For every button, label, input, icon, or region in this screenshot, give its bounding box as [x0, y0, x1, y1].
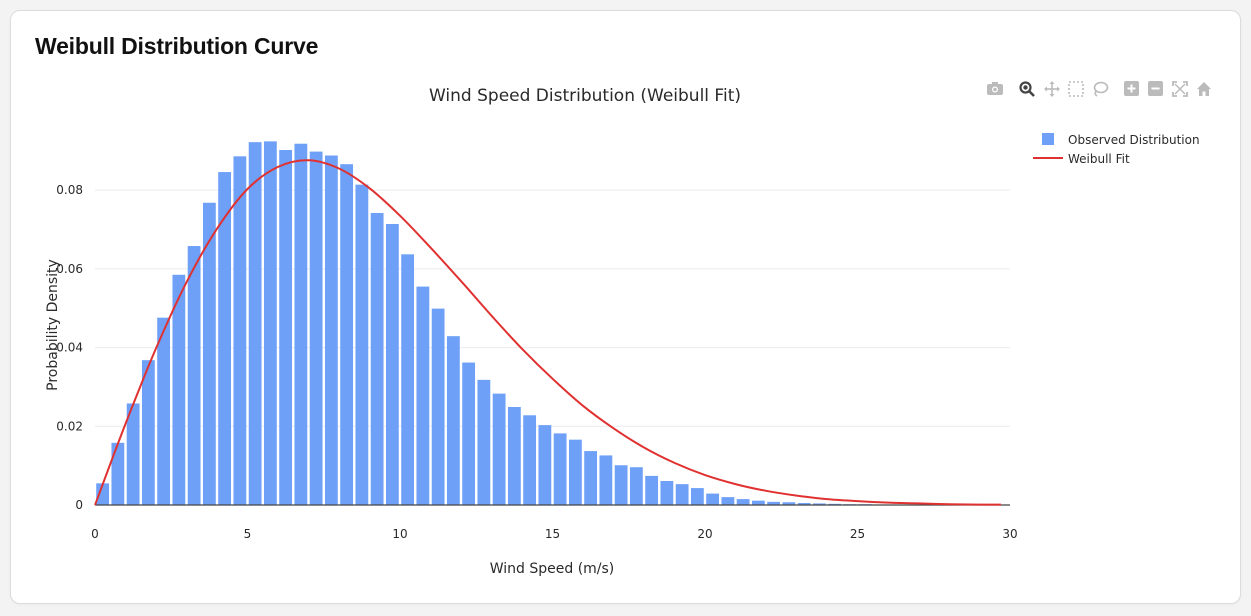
box-select-icon[interactable]: Box Select [1068, 81, 1084, 97]
histogram-bar[interactable] [538, 425, 552, 505]
histogram-bar[interactable] [294, 143, 308, 505]
histogram-bar[interactable] [721, 497, 735, 505]
histogram-bar[interactable] [675, 484, 689, 505]
legend-label-observed: Observed Distribution [1068, 133, 1200, 147]
weibull-fit-series[interactable] [94, 159, 1001, 506]
histogram-bar[interactable] [645, 475, 659, 505]
histogram-bar[interactable] [797, 503, 811, 505]
histogram-bar[interactable] [111, 442, 125, 505]
histogram-bar[interactable] [96, 483, 110, 505]
histogram-bar[interactable] [690, 488, 704, 505]
histogram-bar[interactable] [141, 360, 155, 505]
x-axis-label: Wind Speed (m/s) [490, 561, 615, 577]
grid-lines [95, 189, 1010, 427]
histogram-bar[interactable] [126, 403, 140, 505]
histogram-bar[interactable] [401, 254, 415, 505]
chart-svg[interactable]: 0 0.02 0.04 0.06 0.08 0 5 10 15 20 25 30 Wind Speed… [11, 11, 1240, 603]
x-tick-label: 0 [91, 527, 99, 541]
histogram-bar[interactable] [370, 212, 384, 505]
lasso-select-icon[interactable]: Lasso Select [1093, 81, 1109, 97]
y-tick-label: 0.08 [56, 183, 83, 197]
histogram-bar[interactable] [446, 336, 460, 505]
histogram-bar[interactable] [751, 500, 765, 505]
y-tick-label: 0.06 [56, 262, 83, 276]
histogram-bar[interactable] [248, 142, 262, 506]
histogram-bar[interactable] [568, 439, 582, 505]
y-tick-label: 0 [75, 498, 83, 512]
histogram-bar[interactable] [477, 379, 491, 505]
legend[interactable]: Observed Distribution Weibull Fit [1033, 133, 1200, 166]
legend-bar-swatch [1042, 133, 1054, 145]
histogram-bar[interactable] [492, 393, 506, 505]
histogram-bar[interactable] [812, 503, 826, 505]
chart-title: Wind Speed Distribution (Weibull Fit) [429, 86, 741, 106]
histogram-bar[interactable] [584, 451, 598, 505]
y-tick-label: 0.04 [56, 341, 83, 355]
weibull-fit-line[interactable] [94, 159, 1001, 506]
histogram-bar[interactable] [416, 286, 430, 505]
histogram-bar[interactable] [340, 164, 354, 505]
bars-series[interactable] [96, 141, 933, 506]
x-tick-label: 15 [545, 527, 560, 541]
histogram-bar[interactable] [202, 202, 216, 506]
x-tick-label: 25 [850, 527, 865, 541]
histogram-bar[interactable] [523, 415, 537, 505]
histogram-bar[interactable] [324, 155, 338, 505]
histogram-bar[interactable] [218, 172, 232, 506]
histogram-bar[interactable] [187, 246, 201, 505]
histogram-bar[interactable] [462, 362, 476, 505]
camera-icon[interactable]: Download plot as a png [987, 82, 1003, 95]
histogram-bar[interactable] [355, 184, 369, 505]
x-tick-label: 30 [1002, 527, 1017, 541]
histogram-bar[interactable] [157, 317, 171, 505]
legend-item-weibull[interactable]: Weibull Fit [1033, 152, 1130, 166]
histogram-bar[interactable] [767, 501, 781, 505]
histogram-bar[interactable] [706, 493, 720, 505]
zoom-out-icon[interactable]: Zoom out [1148, 81, 1163, 96]
modebar[interactable]: Download plot as a png Zoom Pan Box Sele… [987, 81, 1211, 97]
histogram-bar[interactable] [172, 274, 186, 505]
legend-item-observed[interactable]: Observed Distribution [1042, 133, 1200, 147]
axes: 0 0.02 0.04 0.06 0.08 0 5 10 15 20 25 30 [56, 183, 1017, 541]
y-tick-label: 0.02 [56, 419, 83, 433]
histogram-bar[interactable] [736, 499, 750, 505]
zoom-in-icon[interactable]: Zoom in [1124, 81, 1139, 96]
card-title: Weibull Distribution Curve [35, 33, 319, 59]
x-tick-label: 20 [697, 527, 712, 541]
histogram-bar[interactable] [553, 433, 567, 505]
histogram-bar[interactable] [629, 467, 643, 505]
autoscale-icon[interactable]: Autoscale [1172, 81, 1188, 97]
histogram-bar[interactable] [431, 308, 445, 505]
histogram-bar[interactable] [782, 502, 796, 505]
zoom-icon[interactable]: Zoom [1019, 81, 1035, 97]
reset-axes-icon[interactable]: Reset axes [1197, 82, 1211, 96]
histogram-bar[interactable] [507, 407, 521, 505]
legend-label-weibull: Weibull Fit [1068, 152, 1130, 166]
histogram-bar[interactable] [233, 156, 247, 505]
histogram-bar[interactable] [309, 151, 323, 505]
y-axis-label: Probability Density [45, 259, 61, 391]
histogram-bar[interactable] [385, 224, 399, 505]
histogram-bar[interactable] [660, 480, 674, 505]
chart-card: Weibull Distribution Curve 0 0.02 0.04 0.06… [10, 10, 1241, 604]
x-tick-label: 10 [392, 527, 407, 541]
histogram-bar[interactable] [599, 455, 613, 505]
x-tick-label: 5 [244, 527, 252, 541]
histogram-bar[interactable] [614, 465, 628, 505]
histogram-bar[interactable] [279, 150, 293, 505]
pan-icon[interactable]: Pan [1044, 81, 1060, 97]
histogram-bar[interactable] [263, 141, 277, 505]
